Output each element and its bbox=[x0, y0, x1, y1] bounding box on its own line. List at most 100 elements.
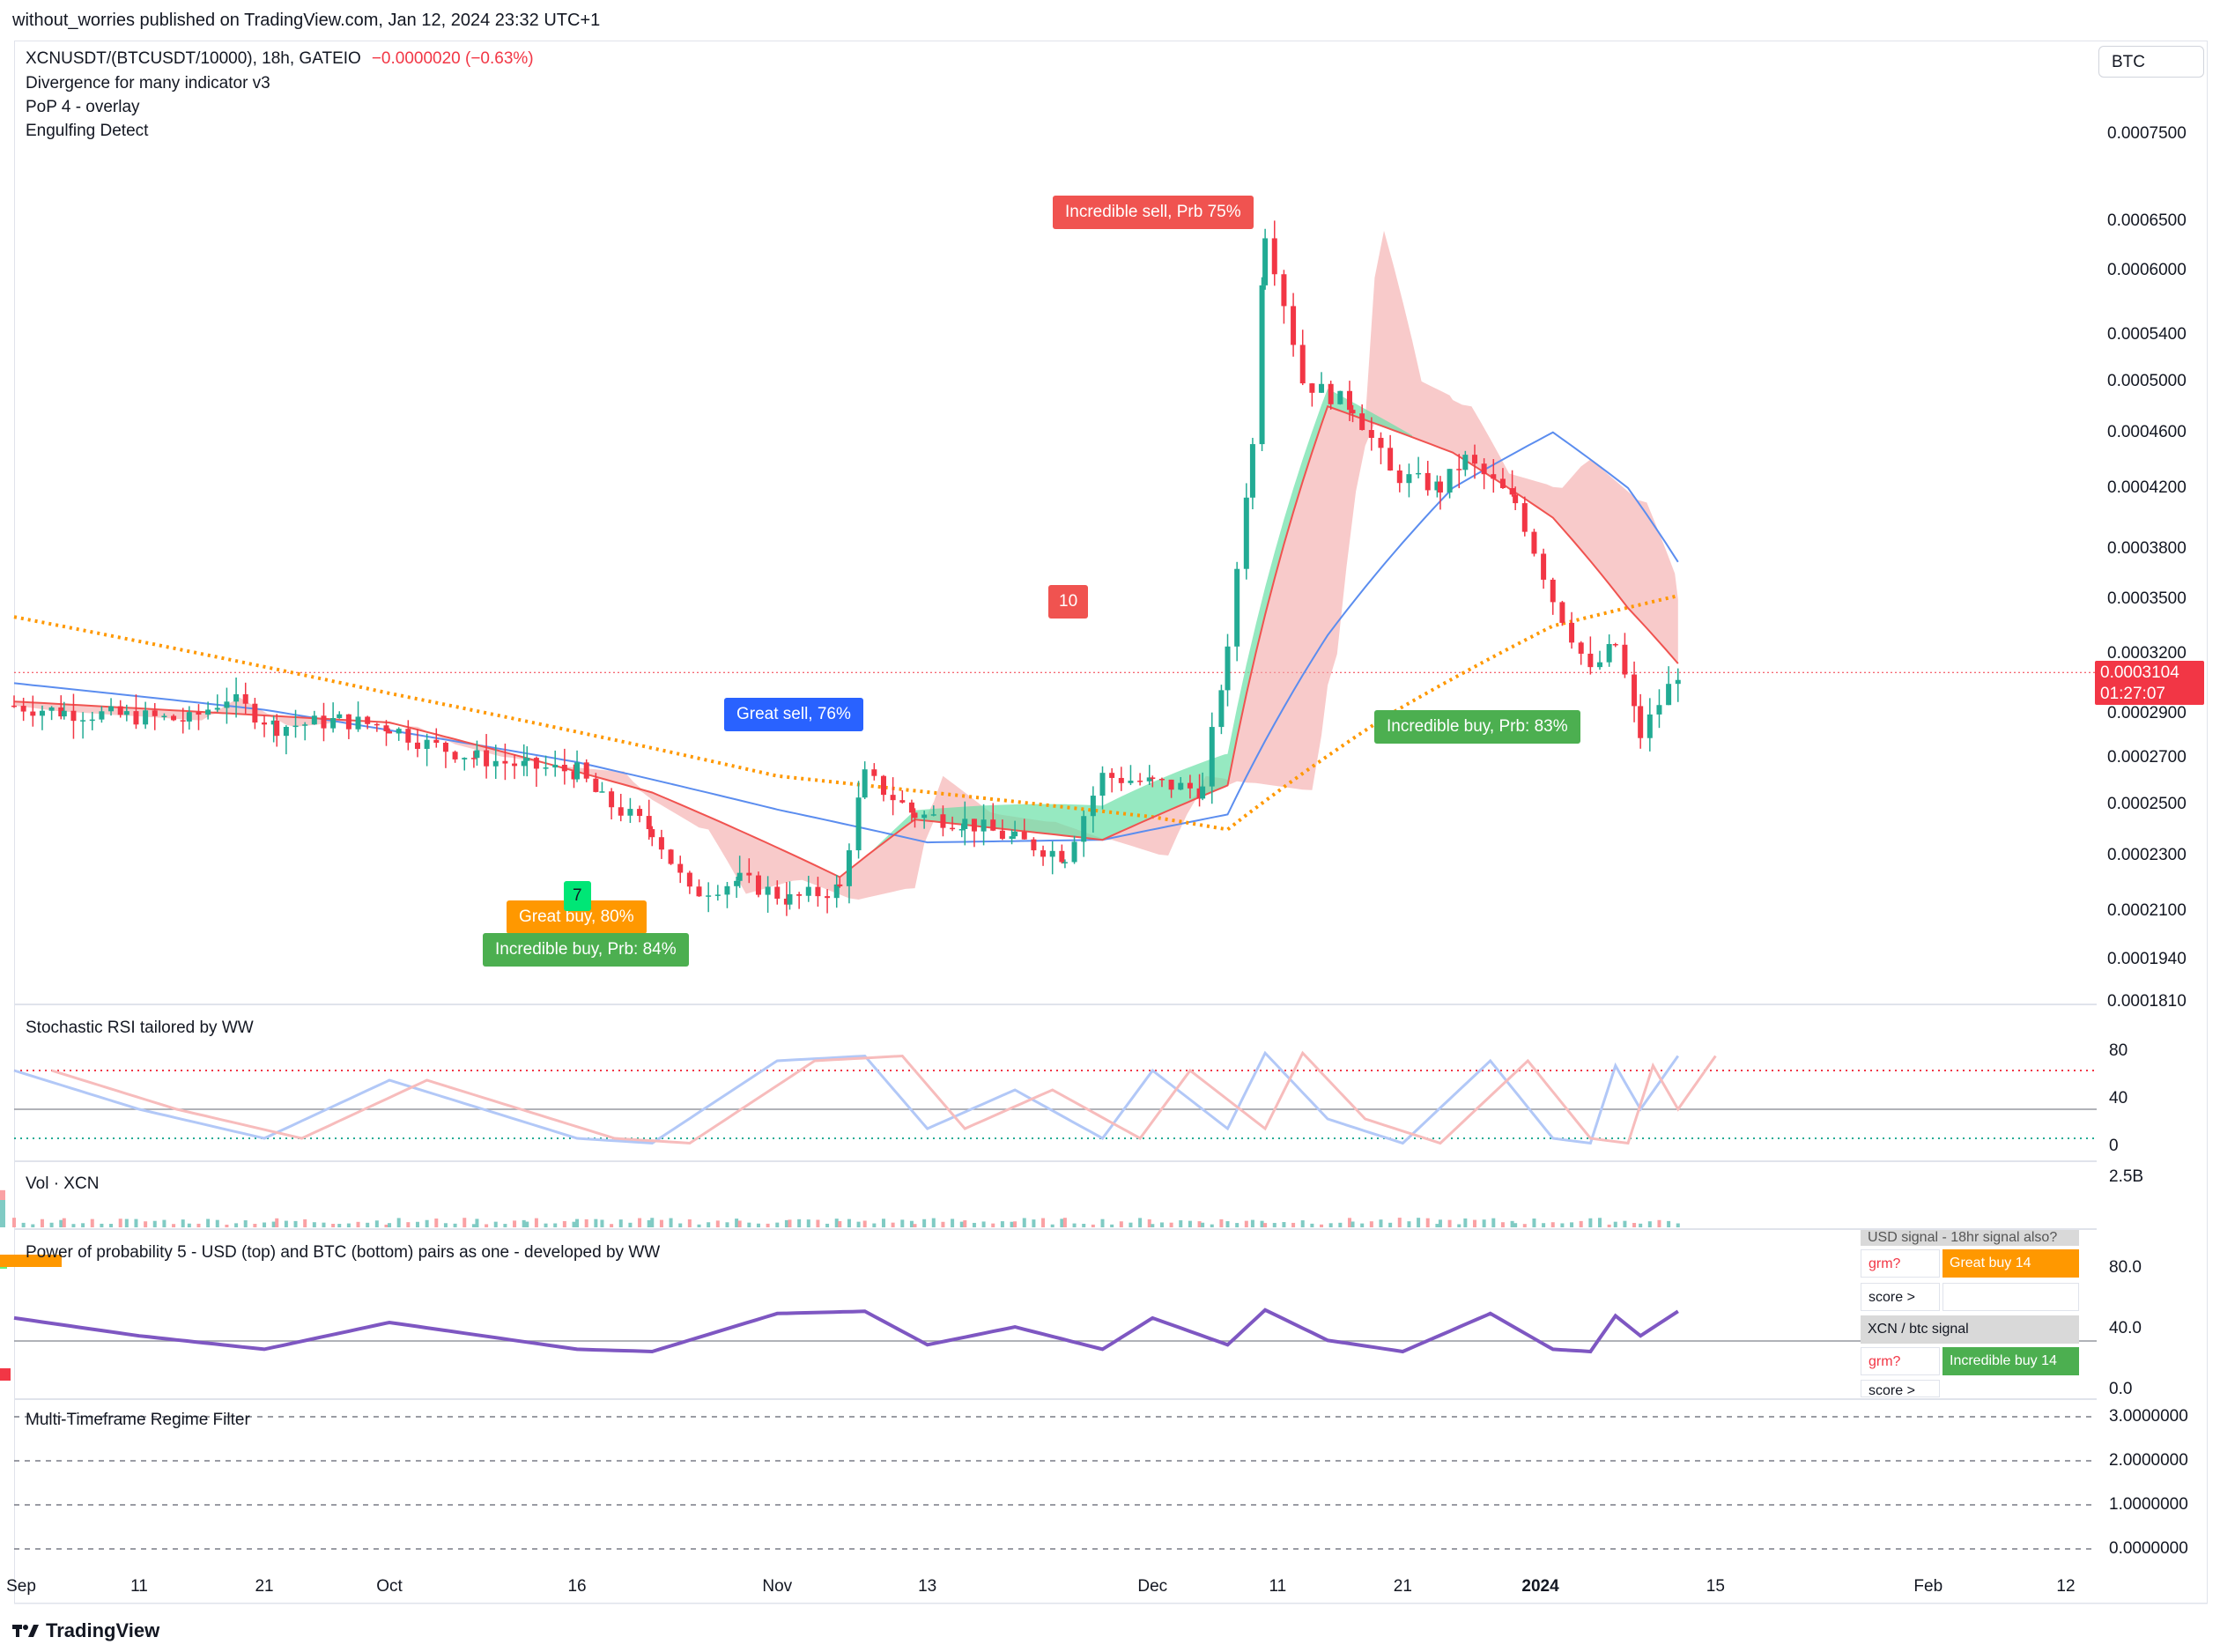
candle-body bbox=[899, 800, 906, 803]
volume-bar bbox=[628, 1222, 633, 1227]
volume-bar bbox=[1457, 1224, 1462, 1227]
tradingview-logo[interactable]: TradingView bbox=[12, 1619, 159, 1642]
candle-body bbox=[502, 760, 508, 764]
candle-body bbox=[1638, 706, 1644, 738]
time-tick-label: Sep bbox=[6, 1577, 36, 1596]
indicator-legend-3[interactable]: Engulfing Detect bbox=[26, 122, 149, 140]
volume-bar bbox=[575, 1219, 580, 1227]
volume-pane bbox=[0, 1189, 1680, 1227]
volume-bar bbox=[1082, 1224, 1086, 1227]
volume-bar bbox=[1588, 1218, 1593, 1227]
volume-bar bbox=[275, 1218, 279, 1227]
current-price: 0.0003104 bbox=[2100, 663, 2179, 682]
volume-bar bbox=[1607, 1224, 1611, 1227]
volume-bar bbox=[1632, 1223, 1637, 1227]
currency-button[interactable]: BTC bbox=[2098, 46, 2204, 78]
volume-bar bbox=[1579, 1220, 1583, 1227]
volume-bar bbox=[991, 1223, 995, 1227]
volume-bar bbox=[1128, 1222, 1133, 1227]
volume-bar bbox=[610, 1224, 614, 1227]
price-tick-label: 0.0002900 bbox=[2107, 704, 2187, 723]
candle-body bbox=[962, 819, 968, 829]
volume-bar bbox=[475, 1219, 479, 1227]
volume-bar bbox=[981, 1221, 986, 1227]
candle-body bbox=[855, 797, 862, 851]
indicator-legend-2[interactable]: PoP 4 - overlay bbox=[26, 98, 140, 116]
volume-bar bbox=[1291, 1222, 1296, 1227]
stoch-pane-title[interactable]: Stochastic RSI tailored by WW bbox=[26, 1019, 254, 1037]
volume-bar bbox=[322, 1222, 326, 1227]
candle-body bbox=[1021, 831, 1027, 840]
candle-body bbox=[355, 716, 361, 730]
time-tick-label: 12 bbox=[2056, 1577, 2076, 1596]
volume-bar bbox=[406, 1222, 411, 1227]
volume-max-label: 2.5B bbox=[2109, 1167, 2144, 1186]
regime-level-1: 1.0000000 bbox=[2109, 1495, 2188, 1514]
volume-bar bbox=[522, 1219, 526, 1227]
volume-bar bbox=[1320, 1224, 1324, 1227]
candle-body bbox=[311, 715, 317, 725]
volume-bar bbox=[797, 1219, 802, 1227]
regime-level-0: 0.0000000 bbox=[2109, 1539, 2188, 1558]
price-tick-label: 0.0003500 bbox=[2107, 589, 2187, 609]
volume-bar bbox=[650, 1218, 655, 1227]
candle-body bbox=[706, 895, 712, 897]
regime-pane-title[interactable]: Multi-Timeframe Regime Filter bbox=[26, 1411, 250, 1429]
candle-body bbox=[1049, 850, 1055, 857]
candle-body bbox=[1513, 494, 1519, 504]
time-tick-label: 11 bbox=[130, 1577, 148, 1596]
candle-body bbox=[1146, 777, 1152, 782]
candle-body bbox=[1491, 474, 1497, 479]
stoch-k-line bbox=[13, 1050, 1680, 1145]
volume-bar bbox=[243, 1220, 248, 1227]
indicator-legend-1[interactable]: Divergence for many indicator v3 bbox=[26, 74, 270, 93]
volume-bar bbox=[1570, 1222, 1574, 1227]
candle-body bbox=[1656, 705, 1662, 715]
stoch-level-80: 80 bbox=[2109, 1041, 2128, 1060]
candle-body bbox=[796, 893, 803, 896]
volume-pane-title[interactable]: Vol · XCN bbox=[26, 1174, 100, 1193]
price-tick-label: 0.0007500 bbox=[2107, 124, 2187, 143]
candle-body bbox=[724, 885, 730, 895]
candle-body bbox=[1328, 383, 1334, 404]
candle-body bbox=[1128, 781, 1134, 783]
volume-bar bbox=[534, 1218, 538, 1227]
candle-body bbox=[1243, 497, 1249, 569]
candle-body bbox=[414, 742, 420, 749]
volume-bar bbox=[471, 1224, 476, 1227]
candle-body bbox=[1059, 850, 1065, 863]
stoch-level-0: 0 bbox=[2109, 1137, 2119, 1155]
candle-body bbox=[971, 819, 977, 832]
time-tick-label: 2024 bbox=[1521, 1577, 1559, 1596]
price-tick-label: 0.0001940 bbox=[2107, 949, 2187, 968]
signal-incredible-sell: Incredible sell, Prb 75% bbox=[1053, 196, 1254, 229]
volume-bar bbox=[1219, 1219, 1224, 1227]
candle-body bbox=[658, 837, 664, 850]
candle-body bbox=[205, 709, 211, 715]
volume-bar bbox=[1022, 1218, 1026, 1227]
volume-bar bbox=[900, 1219, 905, 1227]
symbol-legend[interactable]: XCNUSDT/(BTCUSDT/10000), 18h, GATEIO −0.0… bbox=[26, 49, 534, 69]
candle-body bbox=[599, 791, 605, 793]
candle-body bbox=[274, 720, 280, 737]
candle-body bbox=[1346, 390, 1352, 411]
price-tick-label: 0.0002300 bbox=[2107, 845, 2187, 864]
candle-body bbox=[930, 814, 936, 816]
volume-bar bbox=[1667, 1220, 1671, 1227]
volume-bar bbox=[1347, 1218, 1351, 1227]
volume-bar bbox=[1542, 1223, 1546, 1227]
price-pane bbox=[11, 220, 2097, 916]
pop-pane-title[interactable]: Power of probability 5 - USD (top) and B… bbox=[26, 1243, 661, 1262]
volume-bar bbox=[331, 1224, 336, 1227]
candle-body bbox=[61, 710, 67, 717]
volume-bar bbox=[356, 1221, 360, 1227]
candle-body bbox=[736, 872, 743, 881]
volume-bar bbox=[806, 1219, 810, 1227]
candle-body bbox=[1271, 238, 1277, 275]
volume-bar bbox=[1138, 1218, 1143, 1227]
candle-body bbox=[755, 875, 761, 895]
candle-body bbox=[337, 714, 343, 718]
candle-body bbox=[912, 812, 918, 819]
volume-bar bbox=[1210, 1224, 1214, 1227]
